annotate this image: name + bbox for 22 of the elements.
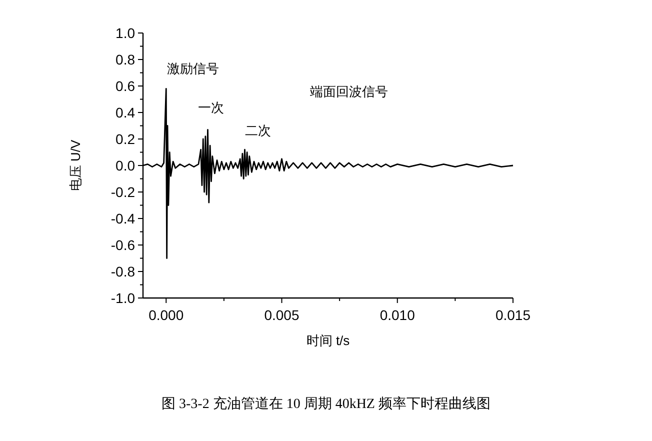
y-tick-label: 0.0	[116, 158, 136, 174]
x-tick-label: 0.005	[264, 307, 300, 323]
annotation: 激励信号	[167, 61, 219, 76]
x-tick-label: 0.010	[380, 307, 416, 323]
y-tick-label: 0.6	[116, 78, 136, 94]
y-tick-label: -0.2	[110, 184, 136, 200]
x-tick-label: 0.000	[148, 307, 184, 323]
y-tick-label: 1.0	[116, 25, 136, 41]
x-axis-title: 时间 t/s	[306, 333, 350, 348]
x-tick-label: 0.015	[495, 307, 531, 323]
annotation: 一次	[198, 100, 224, 115]
annotation: 端面回波信号	[310, 84, 388, 99]
y-tick-label: -0.4	[110, 210, 136, 226]
y-tick-label: -0.6	[110, 237, 136, 253]
y-tick-label: 0.8	[116, 52, 136, 68]
y-tick-label: -1.0	[110, 290, 136, 306]
caption: 图 3-3-2 充油管道在 10 周期 40kHZ 频率下时程曲线图	[162, 396, 490, 412]
y-tick-label: 0.4	[116, 104, 136, 120]
y-axis-title: 电压 U/V	[68, 140, 83, 192]
y-tick-label: 0.2	[116, 131, 136, 147]
annotation: 二次	[245, 123, 271, 138]
y-tick-label: -0.8	[110, 264, 136, 280]
